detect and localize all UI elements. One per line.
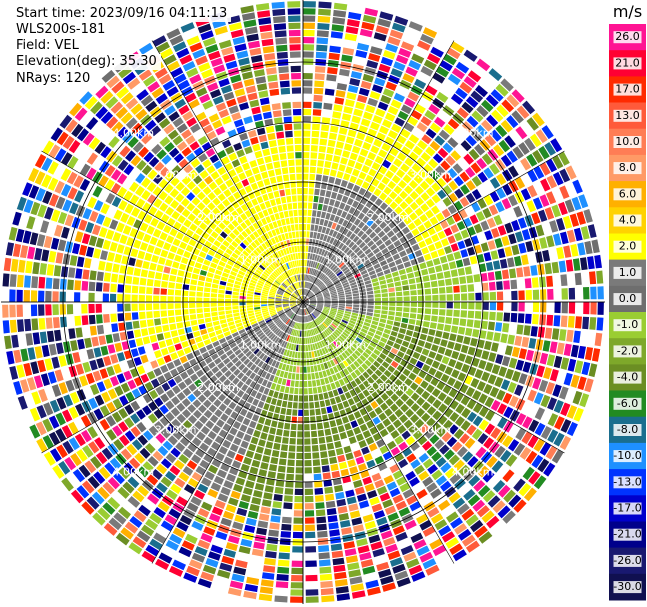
range-ring-label: 1.00km xyxy=(325,338,367,351)
range-ring-label: 2.00km xyxy=(367,381,409,394)
velocity-gates xyxy=(8,8,604,603)
range-ring-label: 4.00km xyxy=(452,126,494,139)
velocity-gates xyxy=(20,8,590,575)
range-ring-label: 4.00km xyxy=(113,466,155,479)
device-label: WLS200s-181 xyxy=(12,22,110,38)
range-ring-label: 1.00km xyxy=(240,254,282,267)
azimuth-spoke xyxy=(41,150,304,303)
velocity-gates xyxy=(4,5,598,579)
velocity-gates xyxy=(9,21,593,603)
azimuth-spoke xyxy=(302,301,455,564)
velocity-field xyxy=(2,1,604,603)
range-ring-label: 2.00km xyxy=(367,211,409,224)
range-ring-label: 4.00km xyxy=(113,126,155,139)
range-ring-label: 3.00km xyxy=(410,423,452,436)
azimuth-spoke xyxy=(302,301,565,454)
range-ring-label: 3.00km xyxy=(410,169,452,182)
range-ring-label: 1.00km xyxy=(325,254,367,267)
range-ring-label: 2.00km xyxy=(197,381,239,394)
azimuth-spoke xyxy=(41,301,304,454)
elevation-label: Elevation(deg): 35.30 xyxy=(12,54,161,70)
azimuth-spoke xyxy=(302,40,455,303)
range-ring-label: 1.00km xyxy=(240,338,282,351)
range-ring-label: 3.00km xyxy=(155,169,197,182)
range-ring-label: 3.00km xyxy=(155,423,197,436)
range-ring-label: 2.00km xyxy=(197,211,239,224)
range-ring-label: 4.00km xyxy=(452,466,494,479)
azimuth-spoke xyxy=(151,301,304,564)
nrays-label: NRays: 120 xyxy=(12,71,95,87)
velocity-gates xyxy=(16,22,584,581)
start-time-label: Start time: 2023/09/16 04:11:13 xyxy=(12,6,232,22)
azimuth-spoke xyxy=(151,40,304,303)
azimuth-spoke xyxy=(302,150,565,303)
field-label: Field: VEL xyxy=(12,38,83,54)
